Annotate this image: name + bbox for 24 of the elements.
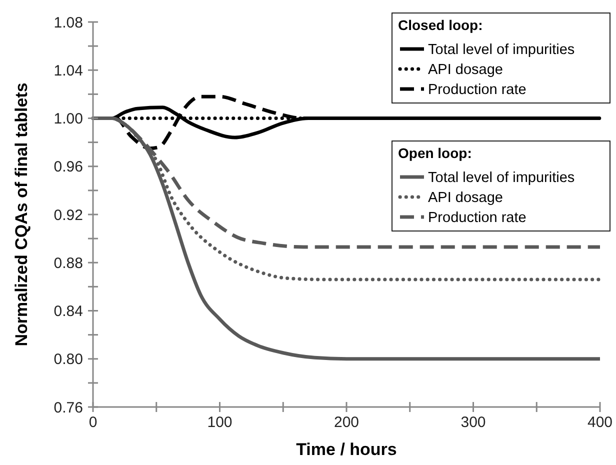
annotation: Closed loop: bbox=[398, 17, 483, 33]
y-tick-label: 0.76 bbox=[54, 399, 83, 416]
y-tick-label: 1.08 bbox=[54, 14, 83, 32]
legend-label: Total level of impurities bbox=[428, 42, 575, 58]
y-axis-title: Normalized CQAs of final tablets bbox=[12, 82, 31, 346]
legend-label: Production rate bbox=[428, 82, 526, 98]
legend-label: API dosage bbox=[428, 62, 503, 78]
legend-label: Total level of impurities bbox=[428, 170, 575, 186]
y-tick-label: 0.84 bbox=[54, 303, 83, 320]
y-tick-label: 0.88 bbox=[54, 254, 83, 272]
legend-label: Production rate bbox=[428, 210, 526, 226]
x-tick-label: 100 bbox=[207, 414, 232, 431]
y-tick-label: 0.80 bbox=[54, 351, 83, 368]
y-tick-label: 0.96 bbox=[54, 158, 83, 176]
legend-label: API dosage bbox=[428, 190, 503, 206]
y-tick-label: 0.92 bbox=[54, 206, 83, 224]
y-tick-label: 1.00 bbox=[54, 110, 83, 128]
x-tick-label: 300 bbox=[460, 414, 486, 431]
x-axis-title: Time / hours bbox=[296, 440, 397, 459]
annotation: Open loop: bbox=[398, 145, 472, 161]
x-tick-label: 200 bbox=[334, 414, 360, 431]
y-tick-label: 1.04 bbox=[54, 62, 83, 80]
x-tick-label: 400 bbox=[587, 414, 613, 431]
x-tick-label: 0 bbox=[88, 414, 98, 431]
